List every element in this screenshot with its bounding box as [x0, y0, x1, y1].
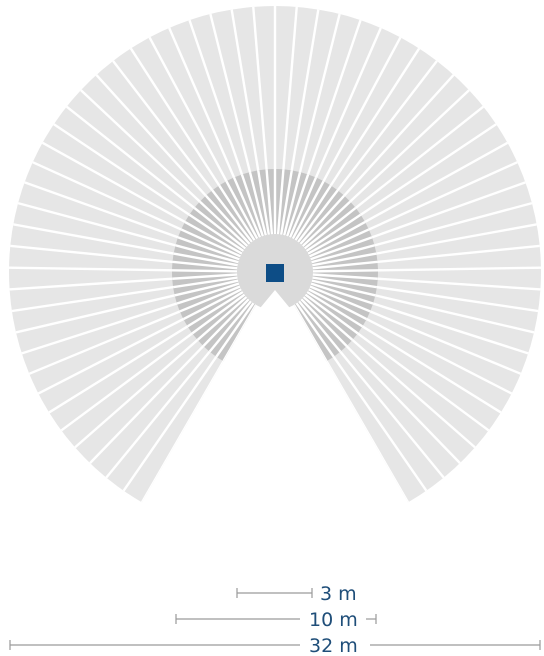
- scale-bar-10m-label: 10 m: [309, 609, 358, 631]
- scale-bar-32m: 32 m: [9, 635, 541, 656]
- scale-bar-3m: 3 m: [236, 583, 357, 605]
- scale-bar-10m: 10 m: [175, 609, 377, 631]
- scale-bar-3m-label: 3 m: [320, 583, 357, 605]
- square-sensor-icon: [266, 264, 284, 282]
- scale-bar-32m-label: 32 m: [309, 635, 358, 656]
